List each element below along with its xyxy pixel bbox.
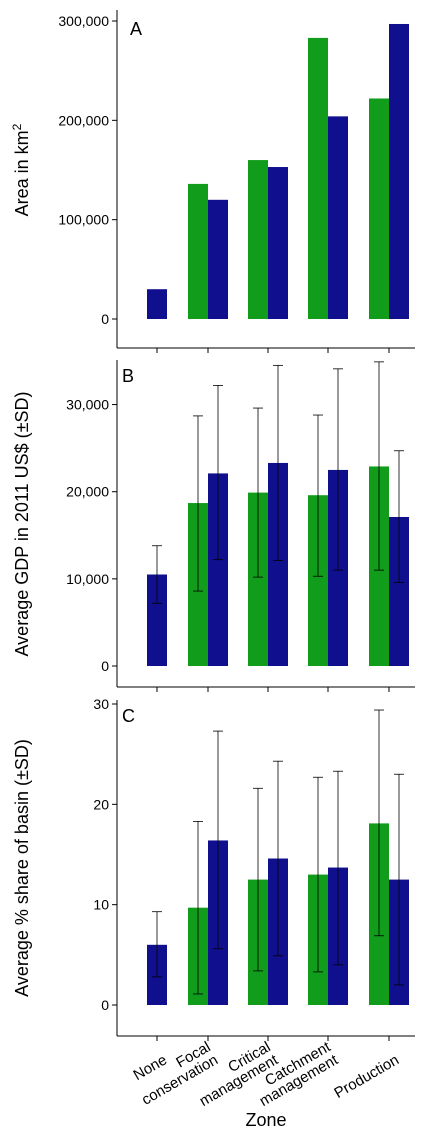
bar [308, 37, 328, 320]
bar [328, 116, 348, 319]
bar [208, 199, 228, 319]
y-tick-label: 20 [93, 796, 109, 812]
y-tick-label: 10 [93, 897, 109, 913]
y-tick-label: 200,000 [58, 112, 109, 128]
bar [208, 473, 228, 666]
y-tick-label: 20,000 [66, 484, 109, 500]
panel-label: B [122, 366, 134, 386]
x-tick-label-line: Production [331, 1051, 402, 1102]
y-axis-label: Area in km2 [10, 123, 32, 216]
bar [268, 462, 288, 666]
panel-b: 0 10,000 20,000 30,000 B Average GDP in 2011 … [12, 360, 415, 692]
panel-label: A [130, 19, 142, 39]
y-tick-label: 0 [101, 658, 109, 674]
x-tick-label: Production [331, 1051, 402, 1102]
y-tick-label: 300,000 [58, 13, 109, 29]
bar [147, 574, 167, 666]
y-tick-label: 30,000 [66, 397, 109, 413]
panel-label: C [122, 706, 135, 726]
panel-c: 0 10 20 30 C Average % share of basin (±SD) [12, 696, 415, 1041]
bar [188, 183, 208, 319]
y-axis-label-superscript: 2 [10, 123, 24, 130]
bar [308, 495, 328, 666]
bar [248, 160, 268, 319]
bar [389, 23, 409, 319]
y-tick-label: 30 [93, 696, 109, 712]
panel-a: 0 100,000 200,000 300,000 A Area in km2 [10, 10, 415, 353]
bar [147, 289, 167, 319]
y-tick-label: 0 [101, 997, 109, 1013]
y-tick-label: 10,000 [66, 571, 109, 587]
category-labels: None Focalconservation CriticalmanagementC… [130, 1038, 402, 1110]
y-axis-label: Average % share of basin (±SD) [12, 739, 32, 997]
y-tick-label: 0 [101, 311, 109, 327]
x-axis-label: Zone [245, 1110, 286, 1130]
bar [369, 98, 389, 319]
y-axis-label: Average GDP in 2011 US$ (±SD) [12, 391, 32, 656]
bar [268, 167, 288, 319]
y-tick-label: 100,000 [58, 212, 109, 228]
bar [248, 492, 268, 666]
bar [389, 516, 409, 666]
